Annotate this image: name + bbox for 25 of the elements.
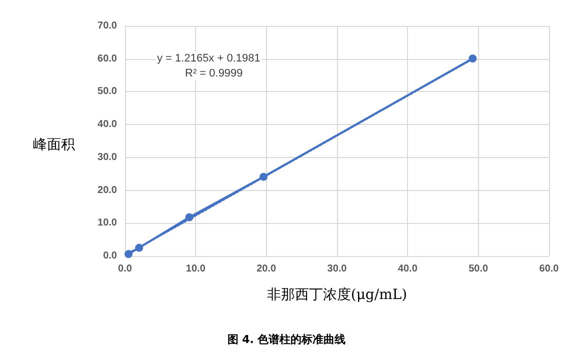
y-tick-label: 10.0: [98, 218, 118, 229]
x-tick-label: 0.0: [118, 264, 132, 274]
text: 图 4. 色谱柱的标准曲线: [227, 333, 346, 346]
x-tick-label: 30.0: [327, 264, 348, 274]
x-tick-label: 20.0: [256, 264, 276, 274]
annotation: R² = 0.9999: [185, 68, 243, 80]
y-tick-label: 50.0: [98, 86, 118, 98]
point: [185, 213, 194, 222]
y-tick-label: 70.0: [98, 20, 118, 32]
y-tick-label: 0.0: [103, 250, 118, 262]
annotation: y = 1.2165x + 0.1981: [157, 52, 260, 64]
y-tick-label: 40.0: [98, 119, 118, 130]
x-tick-label: 60.0: [539, 264, 560, 274]
y-tick-label: 60.0: [98, 53, 118, 64]
point: [468, 54, 477, 63]
y-tick-label: 30.0: [98, 152, 118, 163]
point: [135, 244, 144, 252]
y-tick-label: 20.0: [98, 184, 118, 196]
point: [260, 172, 268, 181]
y-axis-title: 峰面积: [33, 137, 75, 153]
x-axis-title: 非那西丁浓度(μg/mL): [266, 287, 408, 303]
x-tick-label: 50.0: [468, 264, 488, 274]
point: [124, 250, 133, 258]
x-tick-label: 10.0: [186, 264, 206, 274]
x-tick-label: 40.0: [398, 264, 418, 274]
